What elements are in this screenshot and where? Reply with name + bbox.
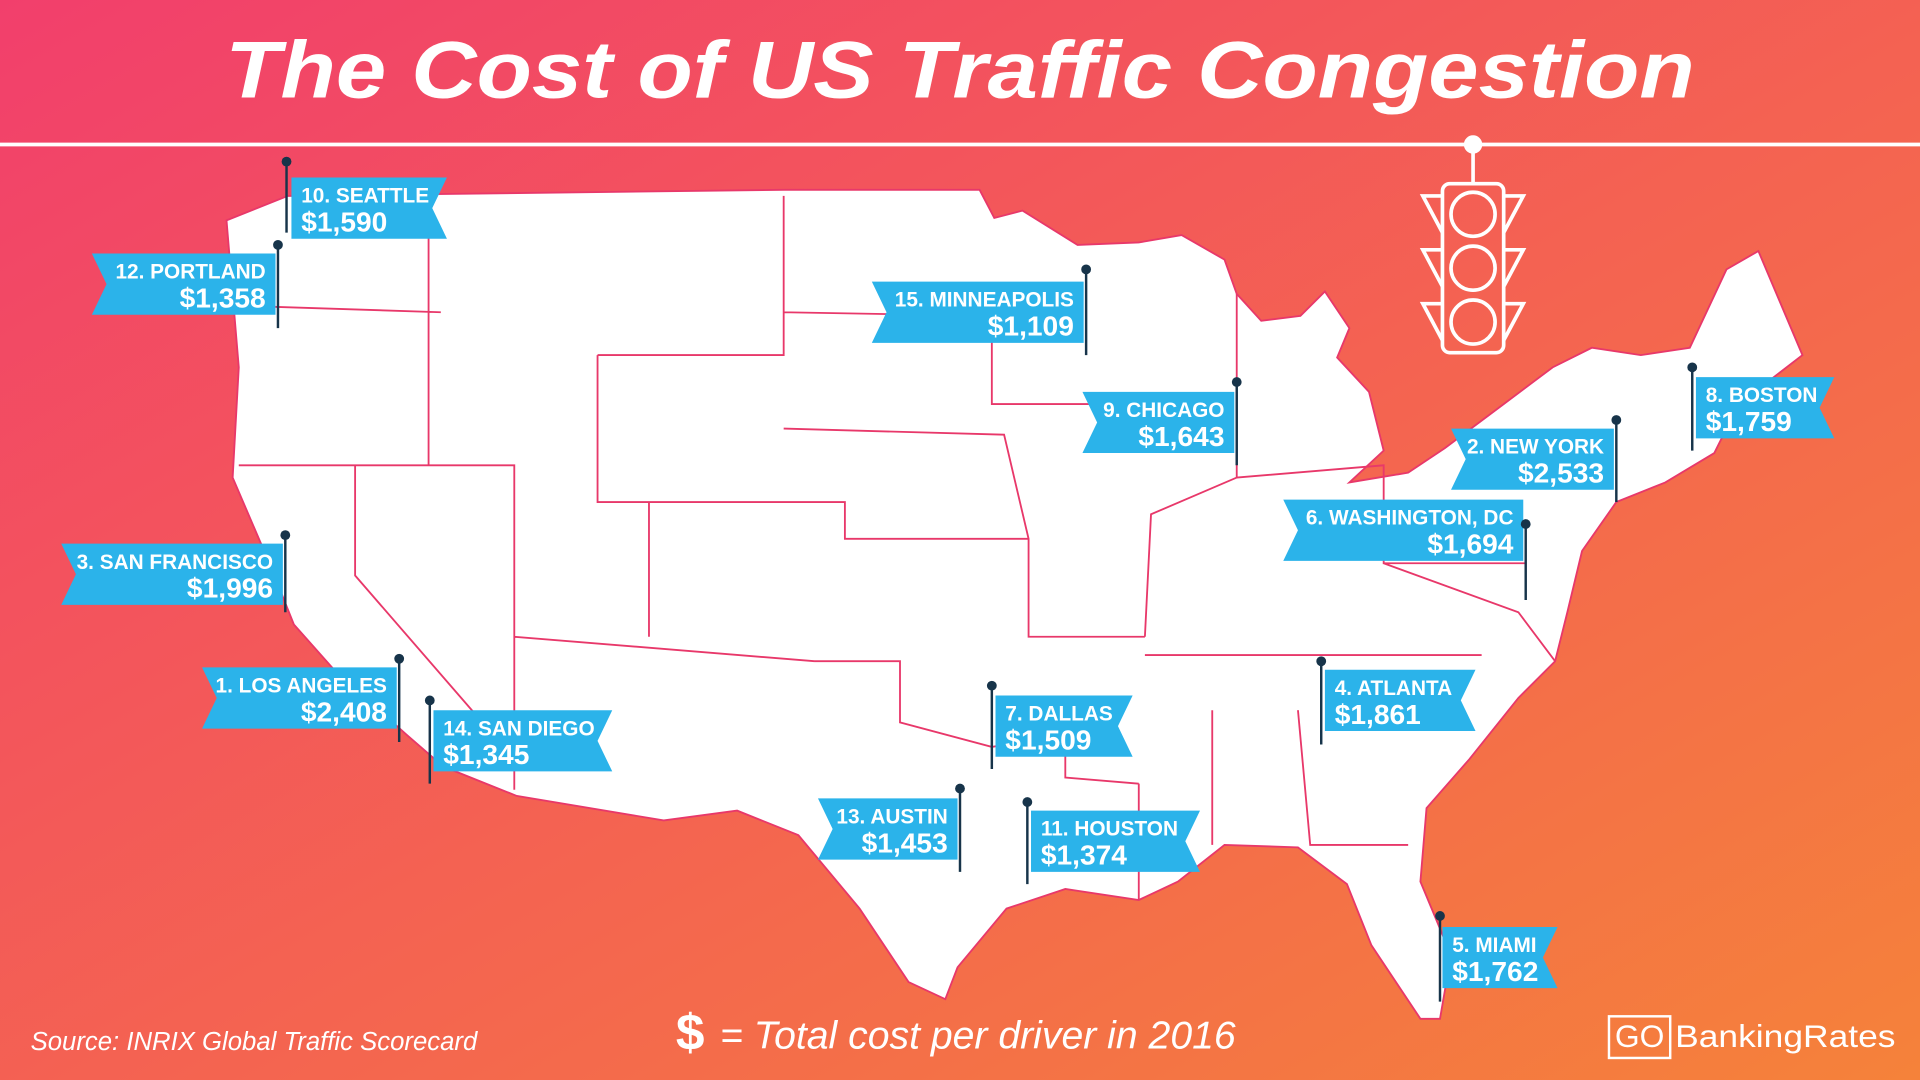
city-callout: 2. NEW YORK$2,533 xyxy=(1451,415,1622,503)
city-cost: $1,643 xyxy=(1138,421,1224,452)
city-callout: 5. MIAMI$1,762 xyxy=(1435,911,1558,1002)
banner xyxy=(202,667,397,729)
city-label: 4. ATLANTA xyxy=(1335,677,1452,700)
city-callout: 8. BOSTON$1,759 xyxy=(1687,362,1835,451)
source: Source: INRIX Global Traffic Scorecard xyxy=(31,1028,478,1056)
banner xyxy=(61,543,283,605)
city-cost: $1,345 xyxy=(443,739,529,770)
city-cost: $1,358 xyxy=(180,282,266,313)
city-label: 11. HOUSTON xyxy=(1041,818,1178,841)
city-callout: 4. ATLANTA$1,861 xyxy=(1316,656,1476,745)
pin-head xyxy=(986,680,997,691)
city-label: 1. LOS ANGELES xyxy=(216,674,388,697)
city-cost: $1,759 xyxy=(1706,406,1792,437)
banner xyxy=(1442,926,1558,989)
city-label: 8. BOSTON xyxy=(1706,384,1818,407)
city-callout: 10. SEATTLE$1,590 xyxy=(281,156,447,239)
city-callout: 11. HOUSTON$1,374 xyxy=(1022,797,1200,885)
city-label: 3. SAN FRANCISCO xyxy=(77,551,273,574)
banner xyxy=(1324,669,1476,732)
banner xyxy=(871,281,1084,343)
banner xyxy=(1451,428,1614,490)
city-cost: $1,590 xyxy=(301,207,387,238)
city-label: 6. WASHINGTON, DC xyxy=(1306,507,1514,530)
city-callout: 12. PORTLAND$1,358 xyxy=(91,240,283,329)
pin-head xyxy=(394,653,405,664)
city-callout: 6. WASHINGTON, DC$1,694 xyxy=(1283,499,1531,600)
city-cost: $1,762 xyxy=(1452,956,1538,987)
banner xyxy=(1031,810,1200,872)
city-cost: $1,374 xyxy=(1041,840,1127,871)
city-callout: 15. MINNEAPOLIS$1,109 xyxy=(871,264,1092,356)
city-label: 7. DALLAS xyxy=(1005,703,1113,726)
city-callout: 14. SAN DIEGO$1,345 xyxy=(424,695,613,784)
banner xyxy=(291,177,447,239)
city-cost: $1,453 xyxy=(862,827,948,858)
city-callout: 9. CHICAGO$1,643 xyxy=(1082,377,1242,466)
city-cost: $2,533 xyxy=(1518,458,1604,489)
city-cost: $1,509 xyxy=(1005,724,1091,755)
legend-symbol: $ xyxy=(676,1002,705,1060)
city-callout: 7. DALLAS$1,509 xyxy=(986,680,1133,769)
pin-head xyxy=(1022,797,1033,807)
city-label: 9. CHICAGO xyxy=(1103,399,1224,422)
logo-name: BankingRates xyxy=(1675,1018,1895,1054)
pin-head xyxy=(1081,264,1092,275)
banner xyxy=(1283,499,1524,561)
pin-head xyxy=(424,695,435,706)
city-cost: $1,109 xyxy=(988,311,1074,342)
pin-head xyxy=(1435,911,1445,921)
banner xyxy=(1695,377,1835,439)
traffic-light-icon xyxy=(1419,135,1527,355)
city-callout: 13. AUSTIN$1,453 xyxy=(817,783,965,872)
banner xyxy=(817,798,958,860)
pin-head xyxy=(1231,377,1242,387)
logo-box xyxy=(1607,1015,1672,1060)
banner xyxy=(433,710,613,772)
city-label: 14. SAN DIEGO xyxy=(443,717,594,740)
city-callout: 1. LOS ANGELES$2,408 xyxy=(202,653,405,743)
city-label: 12. PORTLAND xyxy=(115,261,265,284)
city-cost: $1,861 xyxy=(1335,699,1421,730)
pin-head xyxy=(280,530,291,540)
banner xyxy=(91,253,276,315)
city-label: 5. MIAMI xyxy=(1452,934,1536,957)
pin-head xyxy=(281,156,292,167)
banner xyxy=(995,695,1133,757)
pin-head xyxy=(955,783,965,794)
pin-head xyxy=(1611,415,1622,425)
pin-head xyxy=(273,240,283,250)
logo-go: GO xyxy=(1615,1018,1665,1054)
city-cost: $2,408 xyxy=(301,696,387,727)
city-label: 10. SEATTLE xyxy=(301,185,429,208)
city-label: 13. AUSTIN xyxy=(836,805,947,828)
legend-text: = Total cost per driver in 2016 xyxy=(720,1015,1236,1058)
pin-head xyxy=(1316,656,1327,667)
banner xyxy=(1082,391,1235,454)
us-map xyxy=(225,188,1804,1020)
city-callout: 3. SAN FRANCISCO$1,996 xyxy=(61,530,291,613)
city-label: 2. NEW YORK xyxy=(1467,436,1604,459)
pin-head xyxy=(1687,362,1698,373)
city-label: 15. MINNEAPOLIS xyxy=(895,289,1074,312)
city-cost: $1,694 xyxy=(1427,529,1513,560)
city-cost: $1,996 xyxy=(187,573,273,604)
title: The Cost of US Traffic Congestion xyxy=(225,25,1694,115)
pin-head xyxy=(1520,519,1531,529)
